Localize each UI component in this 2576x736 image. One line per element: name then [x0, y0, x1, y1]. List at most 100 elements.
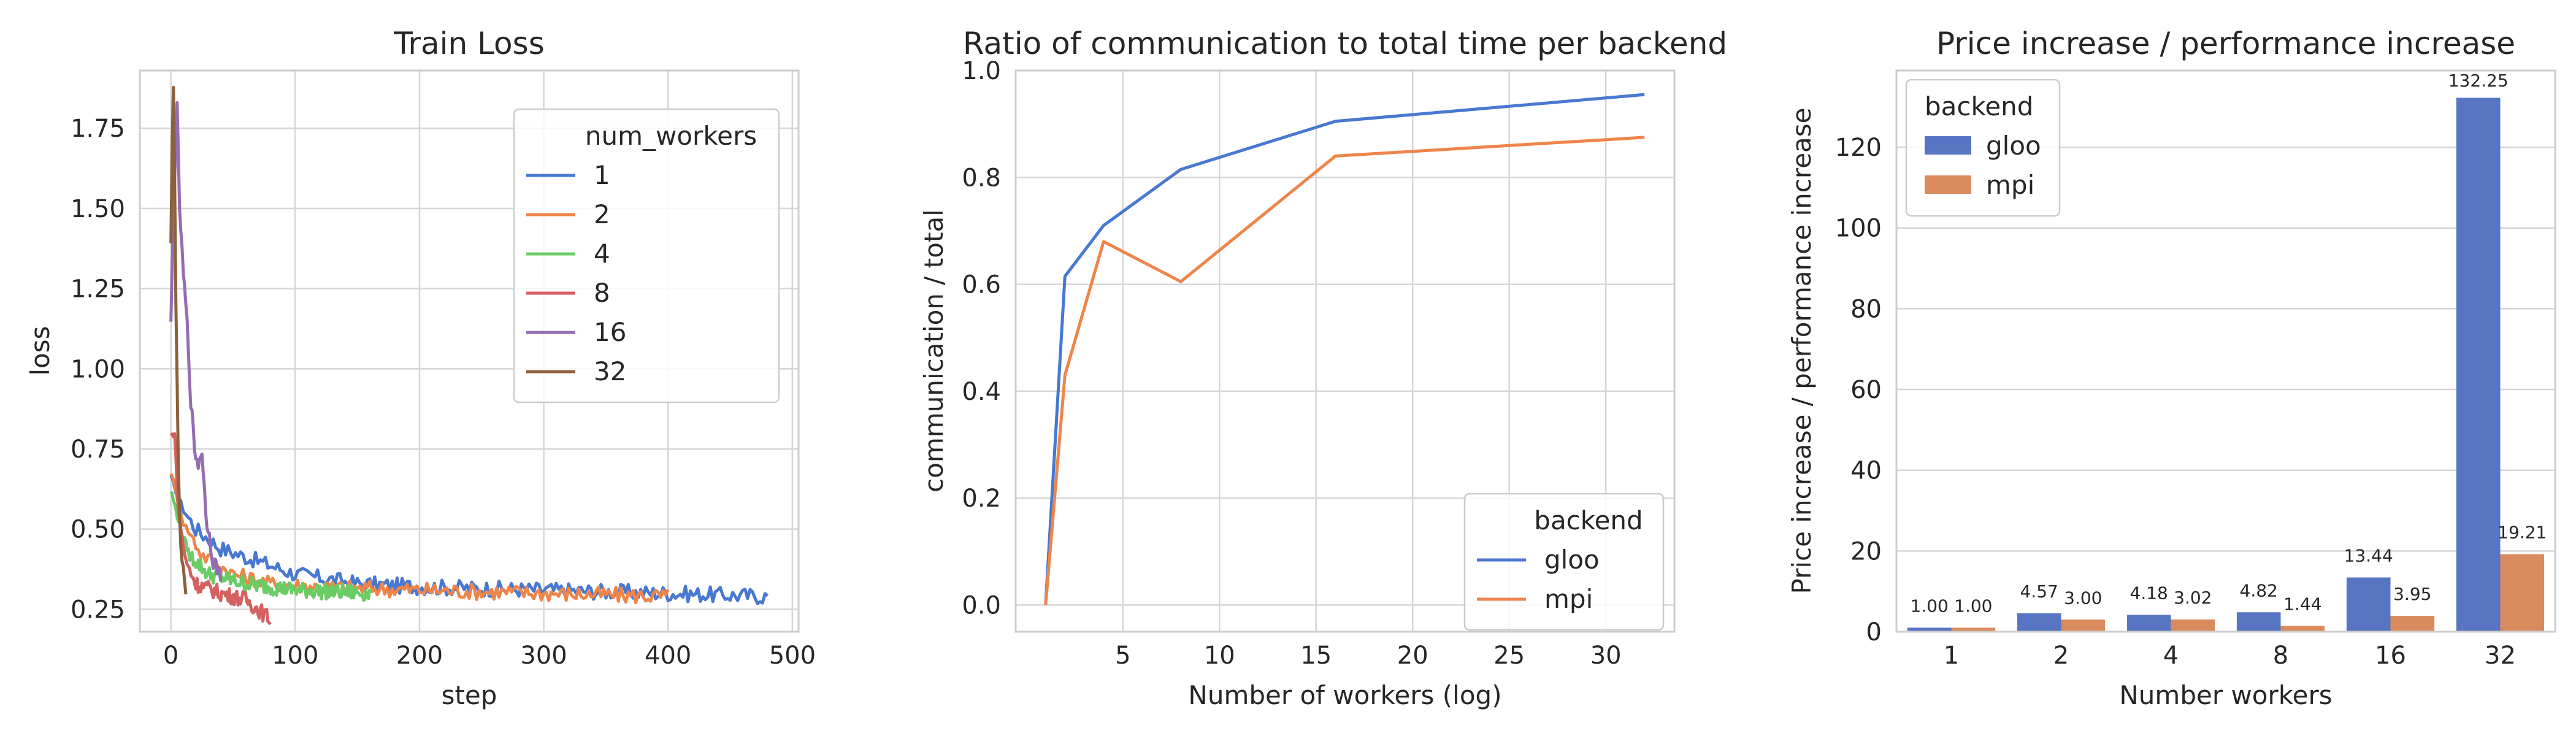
y-tick-label: 0.50 — [71, 516, 125, 544]
y-tick-label: 0.6 — [962, 271, 1001, 299]
price-performance-title: Price increase / performance increase — [1936, 26, 2515, 61]
x-tick-label: 32 — [2485, 642, 2516, 670]
y-tick-label: 0.4 — [962, 378, 1001, 406]
bar-gloo-2 — [2017, 613, 2061, 632]
legend-title: num_workers — [585, 121, 757, 151]
bar-value-label: 3.00 — [2064, 588, 2102, 608]
x-tick-label: 8 — [2273, 642, 2288, 670]
legend-box — [1463, 493, 1665, 631]
legend-label-gloo: gloo — [1986, 131, 2041, 161]
price-performance-axes-frame — [1895, 69, 2556, 633]
price-performance-xlabel: Number workers — [2119, 680, 2332, 710]
x-tick-label: 0 — [163, 642, 178, 670]
legend-swatch-gloo — [1925, 136, 1971, 155]
y-tick-label: 0.2 — [962, 485, 1001, 513]
legend-label-mpi: mpi — [1986, 170, 2034, 200]
legend-title: backend — [1534, 505, 1643, 535]
legend-box — [513, 108, 780, 404]
comm-ratio-title: Ratio of communication to total time per… — [963, 26, 1727, 61]
series-line-8 — [169, 432, 272, 626]
legend-label-8: 8 — [594, 278, 610, 308]
y-tick-label: 100 — [1835, 215, 1882, 243]
y-tick-label: 1.50 — [71, 195, 125, 223]
bar-gloo-4 — [2126, 615, 2171, 632]
x-tick-label: 16 — [2375, 642, 2406, 670]
bar-value-label: 13.44 — [2344, 546, 2393, 566]
y-tick-label: 0.0 — [962, 591, 1001, 619]
legend-title: backend — [1925, 91, 2033, 121]
bar-value-label: 1.44 — [2283, 594, 2321, 615]
x-tick-label: 25 — [1493, 642, 1525, 670]
y-tick-label: 0.25 — [71, 596, 125, 624]
series-line-32 — [169, 85, 188, 595]
legend-label-32: 32 — [594, 356, 626, 386]
series-line-4 — [169, 491, 372, 602]
bar-mpi-4 — [2171, 619, 2215, 632]
comm-ratio-series — [1044, 93, 1645, 605]
price-performance-chart: 1.00 1.00 4.57 3.00 4.18 3.02 4.821.44 13.443.9… — [1787, 26, 2556, 710]
series-line-16 — [169, 101, 223, 582]
train-loss-axes-frame — [139, 69, 800, 633]
bar-mpi-32 — [2500, 554, 2545, 632]
comm-ratio-xlabel: Number of workers (log) — [1188, 680, 1501, 710]
bar-value-label: 132.25 — [2448, 71, 2509, 91]
x-tick-label: 2 — [2053, 642, 2069, 670]
x-tick-label: 1 — [1944, 642, 1959, 670]
legend-label-4: 4 — [594, 239, 610, 269]
train-loss-ylabel: loss — [25, 326, 55, 375]
train-loss-xlabel: step — [442, 680, 497, 710]
bar-gloo-8 — [2236, 612, 2281, 632]
bar-value-label: 3.95 — [2393, 584, 2431, 604]
comm-ratio-legend: backend gloo mpi — [1463, 493, 1665, 631]
bar-gloo-16 — [2346, 577, 2391, 632]
comm-ratio-ylabel: communication / total — [919, 209, 949, 493]
legend-label-16: 16 — [594, 317, 626, 347]
y-tick-label: 0.75 — [71, 435, 125, 464]
y-tick-label: 1.00 — [71, 355, 125, 383]
x-tick-label: 10 — [1204, 642, 1235, 670]
x-tick-label: 300 — [520, 642, 567, 670]
x-tick-label: 100 — [272, 642, 318, 670]
x-tick-label: 5 — [1115, 642, 1130, 670]
comm-ratio-chart: 5 10 15 20 25 30 0.0 0.2 0.4 0.6 0.8 1.0 Ratio of c… — [919, 26, 1727, 710]
y-tick-label: 60 — [1850, 376, 1882, 404]
train-loss-legend: num_workers 1 2 4 8 16 32 — [513, 108, 780, 404]
y-tick-label: 0 — [1866, 618, 1882, 646]
legend-swatch-mpi — [1925, 175, 1971, 194]
x-tick-label: 200 — [396, 642, 443, 670]
bar-value-label: 3.02 — [2174, 588, 2212, 608]
comm-ratio-axes-frame — [1014, 69, 1676, 633]
x-tick-label: 400 — [645, 642, 691, 670]
x-tick-label: 20 — [1397, 642, 1428, 670]
bar-mpi-16 — [2390, 615, 2435, 632]
y-tick-label: 1.0 — [962, 57, 1001, 85]
y-tick-label: 80 — [1850, 295, 1882, 323]
bar-value-label: 4.82 — [2240, 580, 2278, 600]
comm-ratio-ticks: 5 10 15 20 25 30 0.0 0.2 0.4 0.6 0.8 1.0 — [962, 57, 1621, 670]
legend-label-2: 2 — [594, 199, 610, 229]
y-tick-label: 1.75 — [71, 115, 125, 143]
bar-gloo-1 — [1907, 627, 1952, 632]
bar-gloo-32 — [2456, 98, 2501, 632]
series-line-gloo — [1044, 93, 1645, 605]
series-line-mpi — [1044, 136, 1645, 605]
bar-value-label: 1.00 — [1954, 596, 1992, 616]
bar-value-label: 4.18 — [2130, 583, 2168, 603]
bar-mpi-1 — [1951, 627, 1996, 632]
x-tick-label: 500 — [769, 642, 816, 670]
bar-mpi-2 — [2061, 619, 2106, 632]
price-performance-legend: backend gloo mpi — [1905, 79, 2061, 217]
bar-value-label: 19.21 — [2497, 523, 2547, 543]
y-tick-label: 20 — [1850, 537, 1882, 565]
train-loss-title: Train Loss — [393, 26, 545, 61]
bar-mpi-8 — [2280, 626, 2325, 632]
price-performance-ticks: 0 20 40 60 80 100 120 1 2 4 8 16 32 — [1835, 134, 2516, 670]
price-performance-ylabel: Price increase / performance increase — [1787, 107, 1817, 594]
y-tick-label: 40 — [1850, 457, 1882, 485]
price-performance-bars: 1.00 1.00 4.57 3.00 4.18 3.02 4.821.44 13.443.9… — [1907, 71, 2547, 632]
bar-value-label: 4.57 — [2020, 581, 2058, 602]
y-tick-label: 120 — [1835, 134, 1882, 162]
legend-label-mpi: mpi — [1544, 584, 1593, 614]
